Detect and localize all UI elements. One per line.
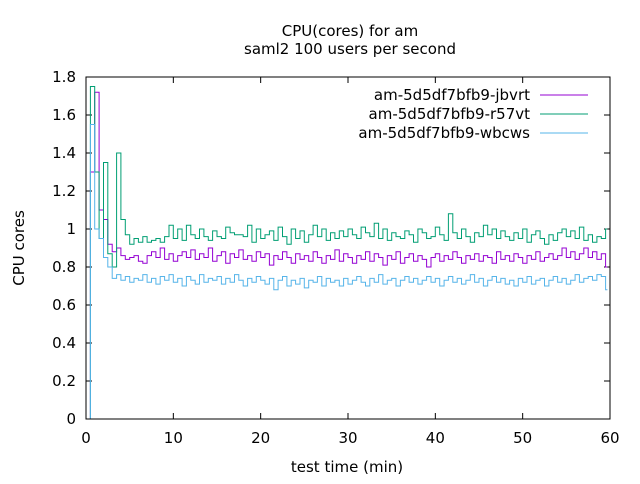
y-tick-label: 1.6 [52, 106, 76, 124]
y-tick-label: 1.2 [52, 182, 76, 200]
legend-label: am-5d5df7bfb9-r57vt [369, 105, 531, 123]
x-tick-label: 50 [513, 429, 532, 447]
x-tick-label: 10 [164, 429, 183, 447]
x-tick-label: 60 [600, 429, 619, 447]
series-line-am-5d5df7bfb9-wbcws [86, 124, 608, 420]
y-tick-label: 0.4 [52, 334, 76, 352]
series-line-am-5d5df7bfb9-r57vt [86, 86, 608, 420]
y-tick-label: 1.8 [52, 68, 76, 86]
y-tick-label: 0 [66, 410, 76, 428]
legend: am-5d5df7bfb9-jbvrtam-5d5df7bfb9-r57vtam… [358, 86, 588, 142]
x-tick-label: 0 [81, 429, 91, 447]
y-tick-label: 0.6 [52, 296, 76, 314]
x-axis-label: test time (min) [291, 458, 403, 476]
x-tick-label: 20 [251, 429, 270, 447]
x-tick-label: 30 [338, 429, 357, 447]
y-tick-label: 1 [66, 220, 76, 238]
plot-border [85, 76, 611, 420]
y-tick-label: 0.2 [52, 372, 76, 390]
chart-title: CPU(cores) for am [282, 22, 418, 40]
legend-label: am-5d5df7bfb9-wbcws [358, 124, 530, 142]
chart-subtitle: saml2 100 users per second [244, 40, 456, 58]
legend-label: am-5d5df7bfb9-jbvrt [374, 86, 530, 104]
series-line-am-5d5df7bfb9-jbvrt [86, 91, 608, 420]
x-tick-label: 40 [426, 429, 445, 447]
y-axis-label: CPU cores [10, 210, 28, 286]
y-tick-label: 1.4 [52, 144, 76, 162]
y-tick-label: 0.8 [52, 258, 76, 276]
